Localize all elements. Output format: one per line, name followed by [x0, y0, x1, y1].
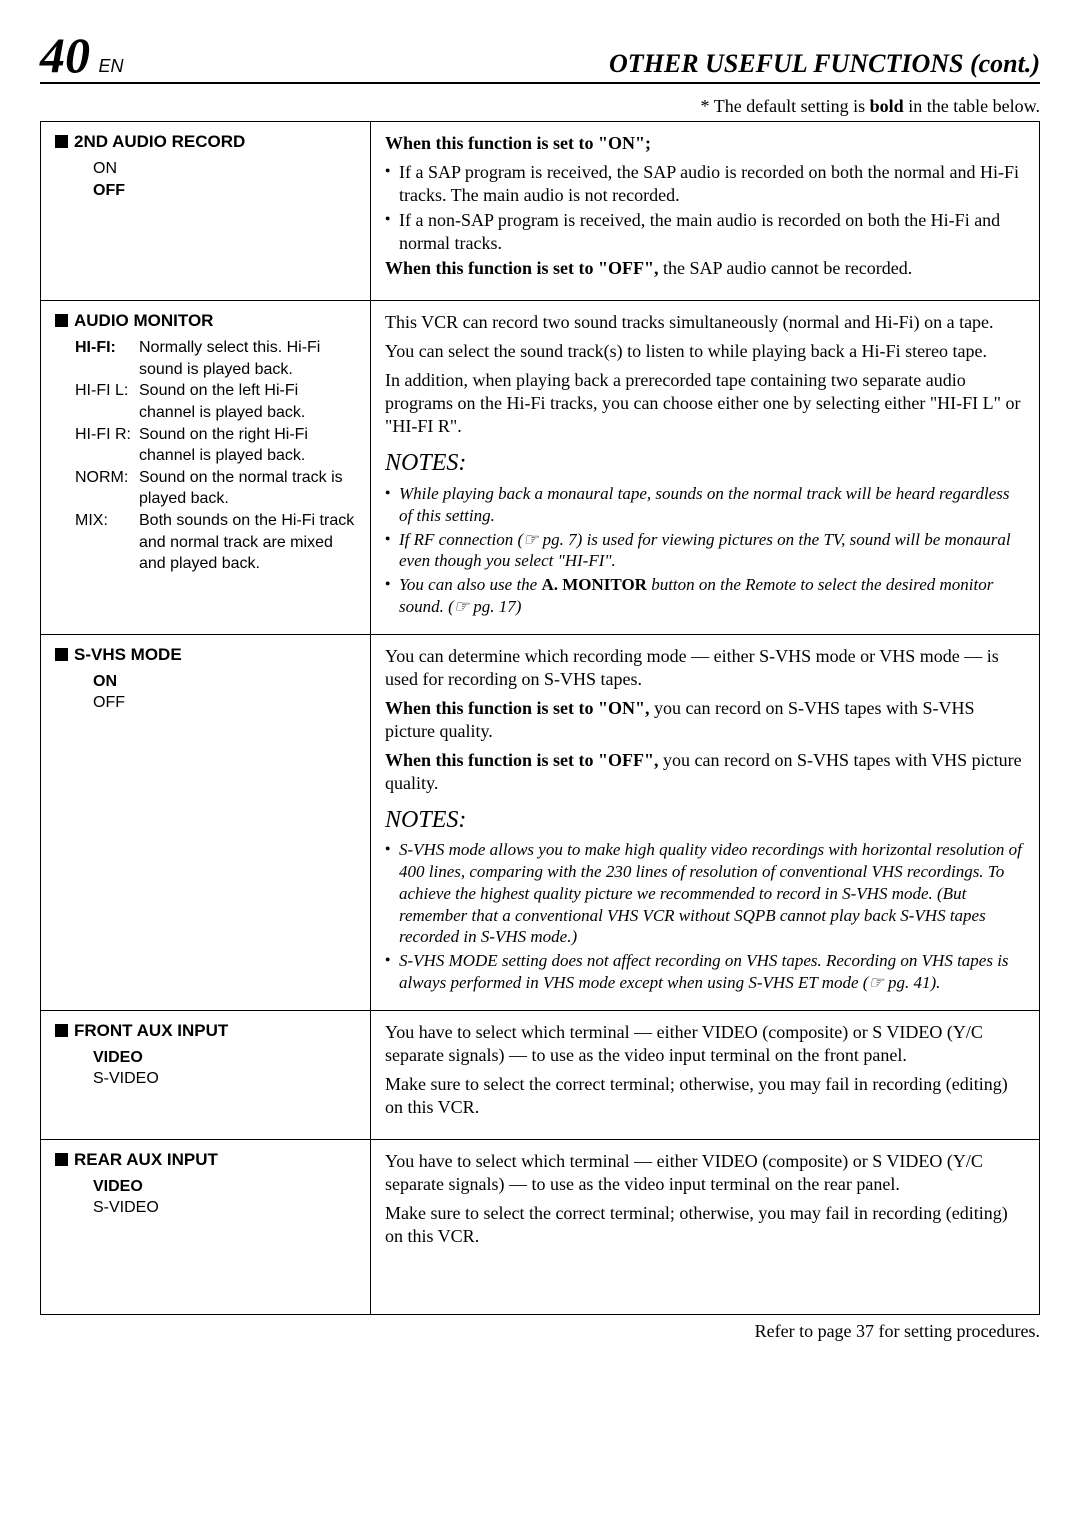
desc-lead: When this function is set to "ON";	[385, 132, 1025, 155]
default-note-bold: bold	[870, 96, 904, 116]
note-item: S-VHS mode allows you to make high quali…	[385, 839, 1025, 948]
setting-options: ONOFF	[93, 671, 356, 714]
square-marker-icon	[55, 314, 68, 327]
setting-option: ON	[93, 158, 356, 180]
setting-cell: FRONT AUX INPUT VIDEOS-VIDEO	[41, 1010, 371, 1139]
setting-title: 2ND AUDIO RECORD	[55, 132, 356, 152]
definition-desc: Sound on the right Hi-Fi channel is play…	[139, 424, 356, 467]
definition-desc: Normally select this. Hi-Fi sound is pla…	[139, 337, 356, 380]
desc-paragraph: You have to select which terminal — eith…	[385, 1021, 1025, 1067]
definition-desc: Sound on the normal track is played back…	[139, 467, 356, 510]
definition-desc: Sound on the left Hi-Fi channel is playe…	[139, 380, 356, 423]
desc-paragraph: In addition, when playing back a prereco…	[385, 369, 1025, 438]
footer-reference: Refer to page 37 for setting procedures.	[40, 1321, 1040, 1342]
desc-paragraph: This VCR can record two sound tracks sim…	[385, 311, 1025, 334]
square-marker-icon	[55, 648, 68, 661]
desc-on: When this function is set to "ON", you c…	[385, 697, 1025, 743]
setting-cell: AUDIO MONITOR HI-FI:Normally select this.…	[41, 301, 371, 634]
setting-option: OFF	[93, 180, 356, 202]
definition-row: HI-FI R:Sound on the right Hi-Fi channel…	[75, 424, 356, 467]
setting-title: S-VHS MODE	[55, 645, 356, 665]
setting-cell: 2ND AUDIO RECORD ONOFF	[41, 122, 371, 301]
note-item: You can also use the A. MONITOR button o…	[385, 574, 1025, 618]
square-marker-icon	[55, 1024, 68, 1037]
setting-cell: REAR AUX INPUT VIDEOS-VIDEO	[41, 1139, 371, 1314]
description-cell: When this function is set to "ON"; If a S…	[371, 122, 1040, 301]
square-marker-icon	[55, 1153, 68, 1166]
table-row: 2ND AUDIO RECORD ONOFF When this function …	[41, 122, 1040, 301]
desc-tail: When this function is set to "OFF", the …	[385, 257, 1025, 280]
note-item: S-VHS MODE setting does not affect recor…	[385, 950, 1025, 994]
definition-term: HI-FI:	[75, 337, 139, 380]
definition-row: HI-FI L:Sound on the left Hi-Fi channel …	[75, 380, 356, 423]
table-row: S-VHS MODE ONOFF You can determine which r…	[41, 634, 1040, 1010]
definition-desc: Both sounds on the Hi-Fi track and norma…	[139, 510, 356, 575]
definition-term: HI-FI L:	[75, 380, 139, 423]
notes-list: While playing back a monaural tape, soun…	[385, 483, 1025, 618]
default-note-prefix: * The default setting is	[701, 96, 870, 116]
note-item: While playing back a monaural tape, soun…	[385, 483, 1025, 527]
setting-title: FRONT AUX INPUT	[55, 1021, 356, 1041]
definition-row: HI-FI:Normally select this. Hi-Fi sound …	[75, 337, 356, 380]
page-en: EN	[98, 56, 123, 76]
notes-heading: NOTES:	[385, 805, 1025, 836]
page-header: 40 EN OTHER USEFUL FUNCTIONS (cont.)	[40, 30, 1040, 84]
definition-row: NORM:Sound on the normal track is played…	[75, 467, 356, 510]
description-cell: You have to select which terminal — eith…	[371, 1010, 1040, 1139]
table-row: AUDIO MONITOR HI-FI:Normally select this.…	[41, 301, 1040, 634]
note-item: If RF connection (☞ pg. 7) is used for v…	[385, 529, 1025, 573]
desc-paragraph: Make sure to select the correct terminal…	[385, 1202, 1025, 1248]
desc-bullet: If a non-SAP program is received, the ma…	[385, 209, 1025, 255]
setting-definitions: HI-FI:Normally select this. Hi-Fi sound …	[75, 337, 356, 575]
desc-bullets: If a SAP program is received, the SAP au…	[385, 161, 1025, 255]
description-cell: This VCR can record two sound tracks sim…	[371, 301, 1040, 634]
definition-term: MIX:	[75, 510, 139, 575]
setting-options: VIDEOS-VIDEO	[93, 1176, 356, 1219]
default-note-suffix: in the table below.	[904, 96, 1040, 116]
desc-paragraph: You can select the sound track(s) to lis…	[385, 340, 1025, 363]
definition-term: NORM:	[75, 467, 139, 510]
page-number-block: 40 EN	[40, 30, 123, 80]
settings-table: 2ND AUDIO RECORDONOFFWhen this function …	[40, 121, 1040, 1315]
square-marker-icon	[55, 135, 68, 148]
setting-title: AUDIO MONITOR	[55, 311, 356, 331]
description-cell: You have to select which terminal — eith…	[371, 1139, 1040, 1314]
setting-option: OFF	[93, 692, 356, 714]
setting-options: VIDEOS-VIDEO	[93, 1047, 356, 1090]
setting-title: REAR AUX INPUT	[55, 1150, 356, 1170]
notes-list: S-VHS mode allows you to make high quali…	[385, 839, 1025, 993]
desc-paragraph: Make sure to select the correct terminal…	[385, 1073, 1025, 1119]
desc-paragraph: You have to select which terminal — eith…	[385, 1150, 1025, 1196]
setting-option: VIDEO	[93, 1047, 356, 1069]
desc-off: When this function is set to "OFF", you …	[385, 749, 1025, 795]
definition-term: HI-FI R:	[75, 424, 139, 467]
page-number: 40	[40, 27, 90, 83]
table-row: REAR AUX INPUT VIDEOS-VIDEO You have to se…	[41, 1139, 1040, 1314]
definition-row: MIX:Both sounds on the Hi-Fi track and n…	[75, 510, 356, 575]
table-row: FRONT AUX INPUT VIDEOS-VIDEO You have to s…	[41, 1010, 1040, 1139]
desc-paragraph: You can determine which recording mode —…	[385, 645, 1025, 691]
description-cell: You can determine which recording mode —…	[371, 634, 1040, 1010]
setting-options: ONOFF	[93, 158, 356, 201]
default-note: * The default setting is bold in the tab…	[40, 96, 1040, 117]
notes-heading: NOTES:	[385, 448, 1025, 479]
setting-cell: S-VHS MODE ONOFF	[41, 634, 371, 1010]
setting-option: S-VIDEO	[93, 1197, 356, 1219]
setting-option: S-VIDEO	[93, 1068, 356, 1090]
setting-option: ON	[93, 671, 356, 693]
setting-option: VIDEO	[93, 1176, 356, 1198]
section-title: OTHER USEFUL FUNCTIONS (cont.)	[609, 49, 1040, 79]
desc-bullet: If a SAP program is received, the SAP au…	[385, 161, 1025, 207]
